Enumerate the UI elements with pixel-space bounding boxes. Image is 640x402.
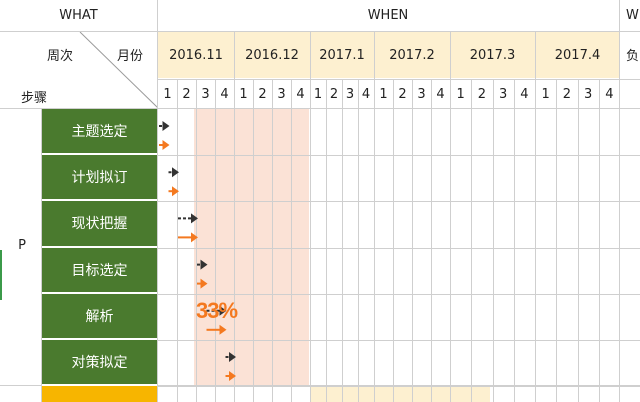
week-header: 1: [239, 86, 248, 102]
grid-line-week: [450, 80, 451, 402]
grid-line-when-right: [619, 0, 620, 402]
plan-arrow-6-head: [229, 352, 236, 362]
grid-line-week: [291, 80, 292, 402]
plan-arrow-4-head: [200, 259, 208, 270]
grid-line-week: [272, 80, 273, 402]
grid-line-week: [196, 80, 197, 402]
grid-line-week: [253, 80, 254, 402]
plan-arrow-3-head: [191, 213, 198, 224]
when-header: WHEN: [367, 8, 409, 23]
month-header-2016.12: 2016.12: [234, 32, 310, 78]
week-header: 3: [498, 86, 508, 102]
week-header: 2: [329, 86, 339, 102]
what-header: WHAT: [59, 8, 98, 23]
month-col-label: 月份: [116, 49, 143, 64]
grid-line-week: [493, 80, 494, 402]
grid-line-week: [358, 80, 359, 402]
header-diagonal-line: [79, 32, 158, 108]
week-header: 2: [477, 86, 487, 102]
grid-line-week: [326, 80, 327, 402]
grid-line-row: [158, 294, 640, 295]
week-header: 3: [345, 86, 355, 102]
owner-header-partial: 负: [626, 49, 640, 64]
grid-line-week: [234, 80, 235, 402]
grid-line-what-right: [157, 0, 158, 402]
grid-line-week: [431, 80, 432, 402]
month-header-2017.2: 2017.2: [374, 32, 450, 78]
grid-line-week: [215, 80, 216, 402]
week-header: 3: [201, 86, 210, 102]
grid-line-week: [374, 80, 375, 402]
grid-line-week: [599, 80, 600, 402]
week-header: 4: [296, 86, 305, 102]
week-header: 3: [583, 86, 593, 102]
grid-line-row: [158, 340, 640, 341]
step-cell-6: 对策拟定: [42, 340, 157, 387]
month-header-2017.3: 2017.3: [450, 32, 535, 78]
week-header: 2: [258, 86, 267, 102]
grid-line-week: [177, 80, 178, 402]
grid-line-header-top: [0, 31, 640, 32]
grid-line-row: [158, 201, 640, 202]
actual-arrow-2-head: [172, 186, 179, 197]
week-header: 2: [562, 86, 572, 102]
grid-line-row: [158, 386, 640, 387]
grid-line-row: [158, 248, 640, 249]
next-step-cell-partial: [42, 386, 157, 402]
week-header: 1: [163, 86, 172, 102]
week-header: 4: [605, 86, 614, 102]
week-col-label: 周次: [46, 49, 73, 64]
who-header-partial: W: [626, 8, 639, 23]
phase-label: P: [18, 238, 26, 253]
week-header: 1: [541, 86, 550, 102]
month-header-2016.11: 2016.11: [158, 32, 234, 78]
week-header: 3: [277, 86, 286, 102]
step-cell-2: 计划拟订: [42, 155, 157, 202]
week-header: 2: [398, 86, 407, 102]
month-header-2017.4: 2017.4: [535, 32, 620, 78]
week-header: 4: [220, 86, 229, 102]
grid-line-row: [158, 155, 640, 156]
grid-line-phase-right: [41, 109, 42, 402]
plan-arrow-2-head: [172, 167, 179, 178]
grid-line-phase-bottom: [0, 385, 640, 386]
grid-line-month-bottom: [158, 79, 640, 80]
actual-arrow-1-head: [162, 140, 170, 150]
grid-line-week: [514, 80, 515, 402]
step-cell-4: 目标选定: [42, 247, 157, 294]
week-header: 2: [182, 86, 191, 102]
actual-arrow-5-head: [219, 324, 227, 335]
grid-line-week: [342, 80, 343, 402]
progress-percent-label: 33%: [196, 298, 238, 323]
week-header: 4: [361, 86, 371, 102]
week-header: 3: [417, 86, 426, 102]
step-cell-1: 主题选定: [42, 109, 157, 156]
plan-arrow-5-head: [219, 305, 227, 316]
grid-line-week: [471, 80, 472, 402]
week-header: 1: [313, 86, 323, 102]
week-header: 4: [520, 86, 529, 102]
grid-line-week: [578, 80, 579, 402]
grid-line-week: [412, 80, 413, 402]
step-col-label: 步骤: [20, 91, 47, 106]
grid-line-week: [535, 80, 536, 402]
week-header: 4: [436, 86, 445, 102]
month-header-2017.1: 2017.1: [310, 32, 374, 78]
grid-line-week: [393, 80, 394, 402]
grid-line-week: [310, 80, 311, 402]
plan-arrow-1-head: [162, 121, 170, 131]
grid-line-week: [556, 80, 557, 402]
week-header: 1: [379, 86, 388, 102]
week-header: 1: [456, 86, 465, 102]
grid-line-header-bottom: [0, 108, 640, 109]
actual-arrow-3-head: [191, 232, 198, 243]
step-cell-3: 现状把握: [42, 201, 157, 248]
step-cell-5: 解析: [42, 293, 157, 340]
next-period-shade-partial: [310, 386, 490, 402]
phase-edge-marker: [0, 250, 2, 300]
actual-arrow-6-head: [229, 371, 236, 381]
actual-arrow-4-head: [200, 278, 208, 289]
